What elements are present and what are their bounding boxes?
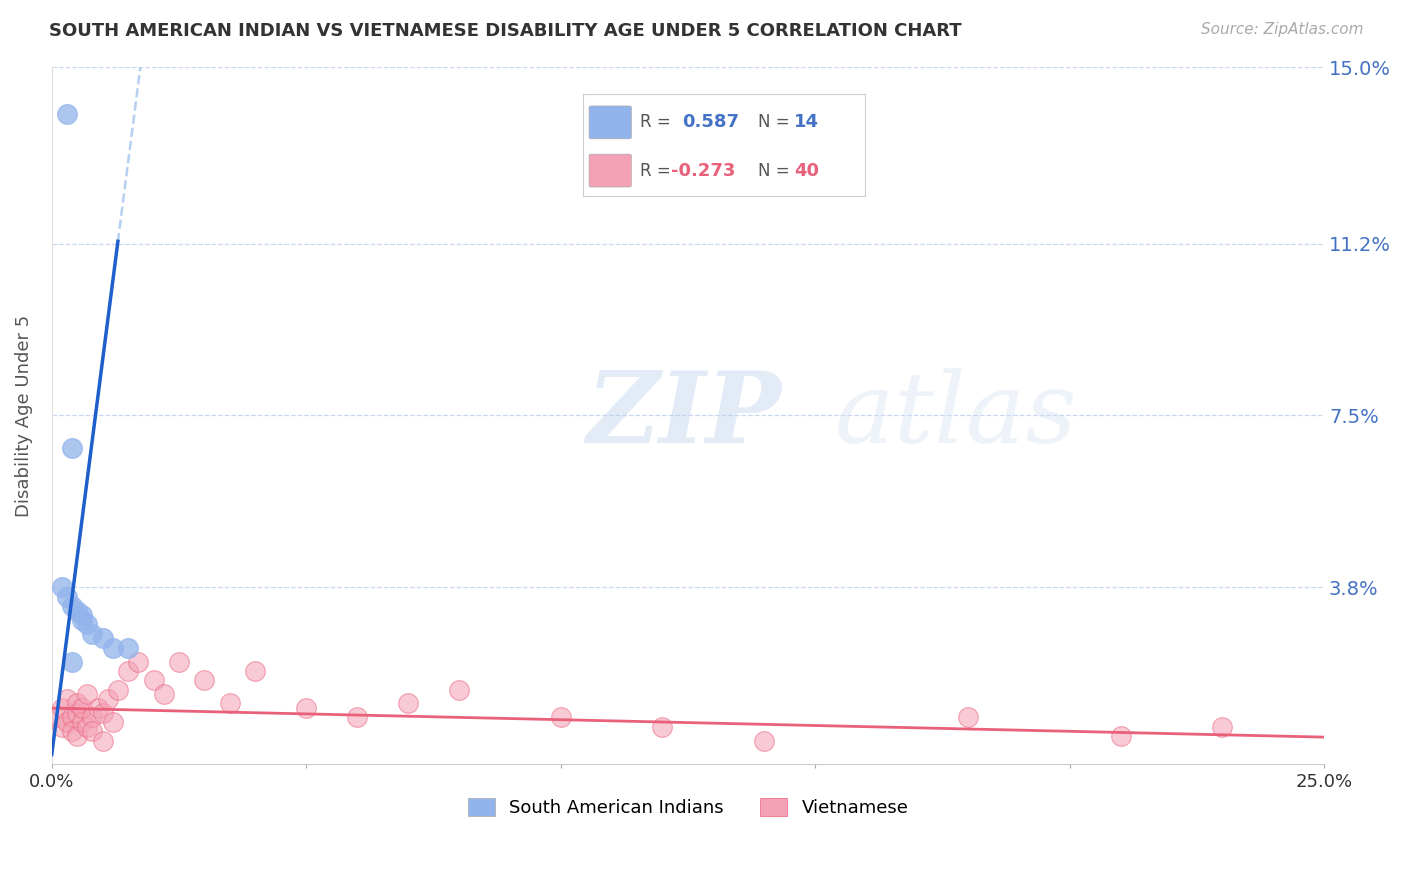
Point: [72, 701, 94, 715]
Point: [396, 697, 419, 711]
Point: [91, 632, 114, 646]
Point: [86, 701, 108, 715]
Point: [72, 613, 94, 627]
Point: [101, 714, 124, 729]
Point: [97, 691, 120, 706]
Point: [956, 710, 979, 724]
Point: [91, 733, 114, 747]
Text: 40: 40: [794, 161, 820, 179]
Text: Source: ZipAtlas.com: Source: ZipAtlas.com: [1201, 22, 1364, 37]
FancyBboxPatch shape: [589, 106, 631, 139]
Point: [82, 724, 104, 739]
Text: atlas: atlas: [834, 368, 1077, 463]
Point: [72, 608, 94, 623]
Point: [51, 701, 73, 715]
Point: [60, 724, 83, 739]
Point: [51, 720, 73, 734]
Point: [82, 627, 104, 641]
FancyBboxPatch shape: [589, 154, 631, 187]
Point: [754, 733, 776, 747]
Point: [117, 664, 139, 678]
Text: 14: 14: [794, 113, 820, 131]
Text: -0.273: -0.273: [671, 161, 735, 179]
Point: [127, 655, 149, 669]
Point: [107, 682, 129, 697]
Point: [295, 701, 318, 715]
Point: [76, 720, 98, 734]
Text: R =: R =: [640, 161, 671, 179]
Y-axis label: Disability Age Under 5: Disability Age Under 5: [15, 314, 32, 516]
Point: [346, 710, 368, 724]
Legend: South American Indians, Vietnamese: South American Indians, Vietnamese: [460, 790, 915, 824]
Point: [219, 697, 242, 711]
Point: [76, 687, 98, 701]
Point: [66, 603, 89, 617]
Point: [245, 664, 267, 678]
Text: ZIP: ZIP: [586, 368, 782, 464]
Point: [72, 714, 94, 729]
Point: [193, 673, 215, 688]
Point: [60, 441, 83, 455]
Text: SOUTH AMERICAN INDIAN VS VIETNAMESE DISABILITY AGE UNDER 5 CORRELATION CHART: SOUTH AMERICAN INDIAN VS VIETNAMESE DISA…: [49, 22, 962, 40]
Point: [66, 697, 89, 711]
Point: [101, 640, 124, 655]
Point: [550, 710, 572, 724]
Point: [76, 617, 98, 632]
Point: [66, 729, 89, 743]
Point: [1211, 720, 1233, 734]
Point: [66, 706, 89, 720]
Point: [651, 720, 673, 734]
Text: 0.587: 0.587: [682, 113, 740, 131]
Point: [152, 687, 174, 701]
Point: [60, 655, 83, 669]
Text: N =: N =: [758, 161, 789, 179]
Point: [91, 706, 114, 720]
Point: [51, 580, 73, 594]
Point: [56, 691, 79, 706]
Point: [56, 106, 79, 120]
Point: [56, 714, 79, 729]
Point: [1109, 729, 1132, 743]
Point: [82, 710, 104, 724]
Point: [167, 655, 190, 669]
Point: [60, 710, 83, 724]
Point: [142, 673, 165, 688]
Point: [56, 590, 79, 604]
Point: [60, 599, 83, 613]
Text: R =: R =: [640, 113, 671, 131]
Point: [447, 682, 470, 697]
Point: [45, 710, 67, 724]
Point: [117, 640, 139, 655]
Text: N =: N =: [758, 113, 789, 131]
